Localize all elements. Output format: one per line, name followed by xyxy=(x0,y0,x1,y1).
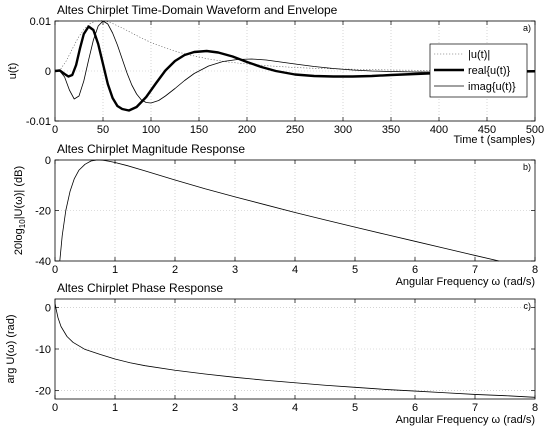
x-tick-label: 2 xyxy=(172,402,178,414)
y-tick-label: -20 xyxy=(35,206,51,218)
series-line-1 xyxy=(59,159,500,262)
chart-title: Altes Chirplet Magnitude Response xyxy=(57,142,245,156)
x-tick-label: 4 xyxy=(292,264,298,276)
series-line-1 xyxy=(54,20,536,72)
legend-label-1: |u(t)| xyxy=(468,49,490,61)
x-tick-label: 0 xyxy=(52,402,58,414)
x-tick-label: 250 xyxy=(286,124,304,136)
x-tick-label: 200 xyxy=(238,124,256,136)
x-tick-label: 3 xyxy=(232,264,238,276)
y-tick-label: 0 xyxy=(45,66,51,78)
x-axis-label: Angular Frequency ω (rad/s) xyxy=(396,414,535,426)
x-tick-label: 300 xyxy=(334,124,352,136)
y-tick-label: 0.01 xyxy=(30,16,51,28)
x-tick-label: 450 xyxy=(478,124,496,136)
y-axis-label-part: 20log xyxy=(13,228,25,255)
series-line-1 xyxy=(54,303,536,398)
x-tick-label: 7 xyxy=(472,264,478,276)
x-tick-label: 0 xyxy=(52,124,58,136)
panel-3: 0 1 2 3 4 5 6 7 8 -20 -10 0 Altes Chirplet Phase Res… xyxy=(5,281,538,426)
x-tick-label: 50 xyxy=(97,124,109,136)
x-tick-label: 5 xyxy=(352,402,358,414)
x-axis-label: Angular Frequency ω (rad/s) xyxy=(396,276,535,288)
x-tick-label: 500 xyxy=(526,124,544,136)
series-line-2 xyxy=(54,25,536,112)
x-tick-label: 0 xyxy=(52,264,58,276)
y-axis-label: 20log10|U(ω)| (dB) xyxy=(13,166,27,255)
x-tick-label: 4 xyxy=(292,402,298,414)
y-axis-label-part: |U(ω)| (dB) xyxy=(13,166,25,219)
panel-2: 0 1 2 3 4 5 6 7 8 -40 -20 0 Altes Chirplet Magnitude… xyxy=(13,142,538,288)
y-axis-label-subscript: 10 xyxy=(18,219,27,228)
x-tick-label: 5 xyxy=(352,264,358,276)
chart-title: Altes Chirplet Time-Domain Waveform and … xyxy=(57,3,338,17)
x-tick-label: 350 xyxy=(382,124,400,136)
legend-label-2: real{u(t)} xyxy=(468,65,511,77)
y-tick-label: -20 xyxy=(35,386,51,398)
y-tick-label: -40 xyxy=(35,256,51,268)
x-tick-label: 1 xyxy=(112,402,118,414)
y-tick-label: 0 xyxy=(45,302,51,314)
x-tick-label: 400 xyxy=(430,124,448,136)
legend-label-3: imag{u(t)} xyxy=(468,81,516,93)
x-axis-label: Time t (samples) xyxy=(454,134,536,146)
y-tick-label: -0.01 xyxy=(26,116,51,128)
x-tick-label: 1 xyxy=(112,264,118,276)
chart-title: Altes Chirplet Phase Response xyxy=(57,281,223,295)
x-tick-label: 6 xyxy=(412,264,418,276)
x-tick-label: 7 xyxy=(472,402,478,414)
x-tick-label: 2 xyxy=(172,264,178,276)
series-line-3 xyxy=(55,20,536,104)
x-tick-label: 8 xyxy=(532,264,538,276)
x-tick-label: 3 xyxy=(232,402,238,414)
panel-1: 0 50 100 150 200 250 300 350 400 450 500-0.0100.01… xyxy=(7,3,544,146)
panel-tag: c) xyxy=(524,301,532,311)
x-tick-label: 100 xyxy=(142,124,160,136)
panel-tag: a) xyxy=(523,23,531,33)
x-tick-label: 8 xyxy=(532,402,538,414)
y-axis-label: arg U(ω) (rad) xyxy=(5,314,17,383)
y-axis-label: u(t) xyxy=(7,63,19,80)
x-tick-label: 150 xyxy=(190,124,208,136)
y-tick-label: 0 xyxy=(45,155,51,167)
x-tick-label: 6 xyxy=(412,402,418,414)
y-tick-label: -10 xyxy=(35,344,51,356)
panel-tag: b) xyxy=(523,162,531,172)
legend: |u(t)| real{u(t)} imag{u(t)} xyxy=(429,43,528,98)
